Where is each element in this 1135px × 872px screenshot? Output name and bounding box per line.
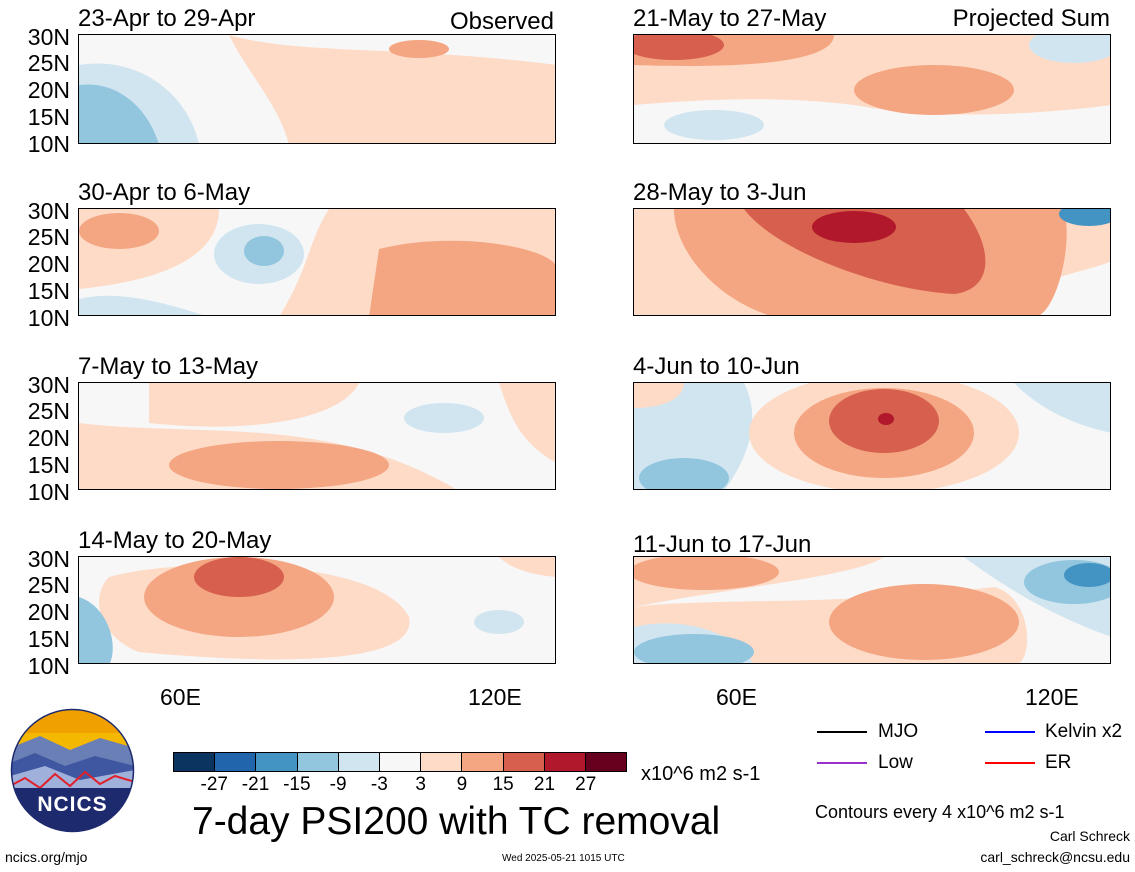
legend-label-er: ER [1045,752,1072,773]
lat-label-10n-left-1: 10N [27,131,70,157]
colorbar-tick-label: -21 [241,774,270,795]
colorbar-tick-label: -3 [370,774,388,795]
lat-label-25n-left-2: 25N [27,224,70,250]
panel-title-right-1: 21-May to 27-May [633,5,827,32]
legend-label-kelvin: Kelvin x2 [1045,721,1123,742]
lat-label-10n-left-4: 10N [27,653,70,679]
legend-line-kelvin [985,731,1035,733]
panel-label-observed: Observed [449,8,554,35]
colorbar-tick-label: 15 [492,774,514,795]
colorbar-swatch [297,753,339,771]
lat-label-20n-left-3: 20N [27,425,70,451]
lat-label-25n-left-4: 25N [27,572,70,598]
ncics-logo: NCICS [10,708,135,833]
colorbar-tick-label: -9 [329,774,347,795]
colorbar-swatch [544,753,586,771]
lat-label-10n-left-3: 10N [27,479,70,505]
colorbar-swatch [215,753,257,771]
lat-label-20n-left-4: 20N [27,599,70,625]
colorbar-swatch [421,753,463,771]
panel-title-left-3: 7-May to 13-May [78,353,259,380]
colorbar-tick-label: 27 [575,774,597,795]
map-panel-left-4 [78,556,556,664]
map-panel-left-3 [78,382,556,490]
colorbar-units: x10^6 m2 s-1 [641,763,761,785]
panel-title-left-1: 23-Apr to 29-Apr [78,5,256,32]
panel-title-right-3: 4-Jun to 10-Jun [633,353,800,380]
colorbar-swatch [462,753,504,771]
map-panel-right-1 [633,34,1111,144]
map-panel-right-4 [633,556,1111,664]
lat-label-10n-left-2: 10N [27,305,70,331]
lat-label-30n-left-4: 30N [27,546,70,572]
colorbar-swatch [174,753,216,771]
colorbar-swatch [379,753,422,771]
map-panel-right-2 [633,208,1111,316]
contour-note: Contours every 4 x10^6 m2 s-1 [815,802,1065,822]
logo-text: NCICS [37,793,108,816]
author-name: Carl Schreck [1049,828,1130,844]
lat-label-30n-left-2: 30N [27,198,70,224]
colorbar-swatch [585,753,627,771]
panel-title-left-2: 30-Apr to 6-May [78,179,251,206]
lon-label-120e-right: 120E [1025,684,1079,710]
legend-line-er [985,762,1035,764]
lat-label-15n-left-4: 15N [27,626,70,652]
colorbar-swatch [256,753,298,771]
lat-label-30n-left-1: 30N [27,24,70,50]
lat-label-20n-left-2: 20N [27,251,70,277]
colorbar-tick-label: -15 [283,774,311,795]
lon-label-120e-left: 120E [468,684,522,710]
lat-label-15n-left-3: 15N [27,452,70,478]
site-link[interactable]: ncics.org/mjo [5,849,88,865]
legend-label-mjo: MJO [878,721,919,742]
lat-label-15n-left-1: 15N [27,104,70,130]
panel-title-right-4: 11-Jun to 17-Jun [633,531,812,558]
colorbar [173,752,627,772]
lon-label-60e-right: 60E [716,684,757,710]
lat-label-25n-left-3: 25N [27,398,70,424]
colorbar-tick-label: 21 [533,774,556,795]
timestamp: Wed 2025-05-21 1015 UTC [502,853,625,864]
author-email[interactable]: carl_schreck@ncsu.edu [980,849,1130,865]
colorbar-swatch [503,753,545,771]
colorbar-labels: -27 -21 -15 -9 -3 3 9 15 21 27 [173,774,627,798]
lat-label-30n-left-3: 30N [27,372,70,398]
main-title: 7-day PSI200 with TC removal [192,800,721,843]
lat-label-20n-left-1: 20N [27,77,70,103]
legend-label-low: Low [878,752,913,773]
map-panel-left-2 [78,208,556,316]
panel-title-right-2: 28-May to 3-Jun [633,179,807,206]
panel-label-projected-sum: Projected Sum [952,5,1110,32]
colorbar-tick-label: 9 [456,774,468,795]
lon-label-60e-left: 60E [160,684,201,710]
map-panel-left-1 [78,34,556,144]
colorbar-tick-label: 3 [415,774,426,795]
colorbar-swatch [338,753,380,771]
legend-line-mjo [817,731,867,733]
colorbar-tick-label: -27 [200,774,228,795]
lat-label-25n-left-1: 25N [27,50,70,76]
legend-line-low [817,762,867,764]
lat-label-15n-left-2: 15N [27,278,70,304]
panel-title-left-4: 14-May to 20-May [78,527,272,554]
map-panel-right-3 [633,382,1111,490]
